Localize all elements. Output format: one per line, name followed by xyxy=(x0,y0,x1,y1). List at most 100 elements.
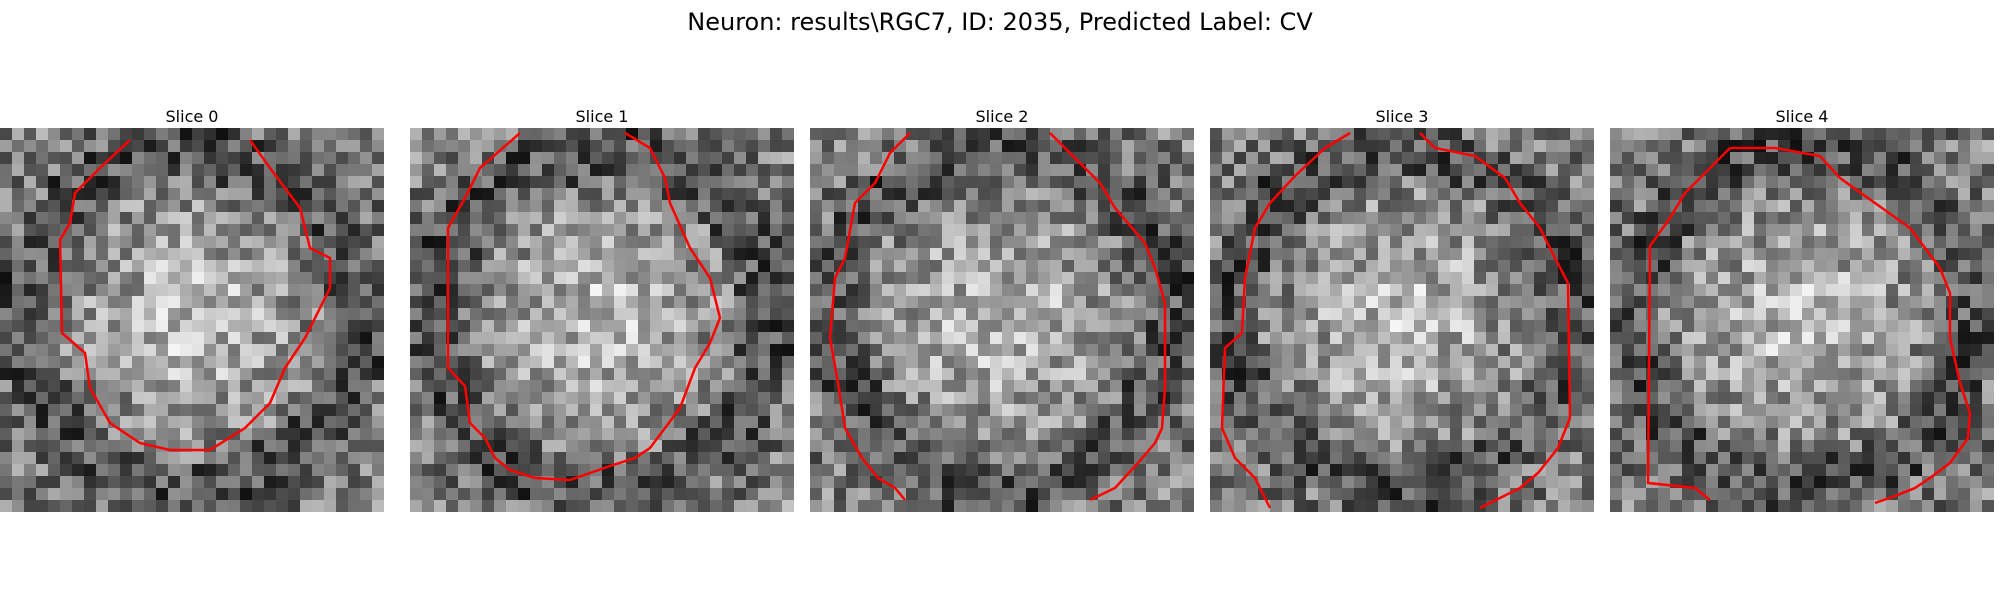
image-pixel xyxy=(36,404,48,416)
image-pixel xyxy=(1778,308,1790,320)
image-pixel xyxy=(132,164,144,176)
image-pixel xyxy=(1222,452,1234,464)
image-pixel xyxy=(554,452,566,464)
image-pixel xyxy=(1222,176,1234,188)
image-pixel xyxy=(1182,416,1194,428)
image-pixel xyxy=(1282,416,1294,428)
image-pixel xyxy=(1342,296,1354,308)
image-pixel xyxy=(590,284,602,296)
image-pixel xyxy=(1766,380,1778,392)
image-pixel xyxy=(494,332,506,344)
image-pixel xyxy=(1342,176,1354,188)
image-pixel xyxy=(372,272,384,284)
image-pixel xyxy=(360,248,372,260)
image-pixel xyxy=(1510,248,1522,260)
image-pixel xyxy=(822,380,834,392)
image-pixel xyxy=(662,404,674,416)
image-pixel xyxy=(1354,272,1366,284)
image-pixel xyxy=(1378,188,1390,200)
image-pixel xyxy=(1294,152,1306,164)
image-pixel xyxy=(1354,392,1366,404)
image-pixel xyxy=(156,428,168,440)
image-pixel xyxy=(1014,296,1026,308)
image-pixel xyxy=(782,332,794,344)
image-pixel xyxy=(954,308,966,320)
image-pixel xyxy=(1234,212,1246,224)
image-pixel xyxy=(1014,128,1026,140)
image-pixel xyxy=(348,236,360,248)
image-pixel xyxy=(554,296,566,308)
image-pixel xyxy=(1002,188,1014,200)
image-pixel xyxy=(1366,140,1378,152)
image-pixel xyxy=(918,416,930,428)
image-pixel xyxy=(1158,212,1170,224)
image-pixel xyxy=(1210,368,1222,380)
image-pixel xyxy=(1510,356,1522,368)
image-pixel xyxy=(1718,416,1730,428)
image-pixel xyxy=(590,140,602,152)
image-pixel xyxy=(1450,284,1462,296)
image-pixel xyxy=(710,200,722,212)
image-pixel xyxy=(1318,392,1330,404)
image-pixel xyxy=(1014,212,1026,224)
image-pixel xyxy=(810,416,822,428)
image-pixel xyxy=(734,140,746,152)
image-pixel xyxy=(1086,236,1098,248)
image-pixel xyxy=(108,464,120,476)
image-pixel xyxy=(1910,212,1922,224)
image-pixel xyxy=(1682,452,1694,464)
image-pixel xyxy=(1014,452,1026,464)
image-pixel xyxy=(542,128,554,140)
image-pixel xyxy=(1086,332,1098,344)
image-pixel xyxy=(1838,248,1850,260)
image-pixel xyxy=(1170,428,1182,440)
image-pixel xyxy=(1098,476,1110,488)
image-pixel xyxy=(458,440,470,452)
image-pixel xyxy=(264,140,276,152)
image-pixel xyxy=(1670,368,1682,380)
image-pixel xyxy=(966,224,978,236)
image-pixel xyxy=(1570,284,1582,296)
image-pixel xyxy=(1958,140,1970,152)
image-pixel xyxy=(1038,188,1050,200)
image-pixel xyxy=(1718,224,1730,236)
image-pixel xyxy=(1766,272,1778,284)
image-pixel xyxy=(192,152,204,164)
image-pixel xyxy=(156,308,168,320)
image-pixel xyxy=(1050,356,1062,368)
image-pixel xyxy=(1802,272,1814,284)
image-pixel xyxy=(1862,320,1874,332)
image-pixel xyxy=(1462,320,1474,332)
image-pixel xyxy=(458,428,470,440)
image-pixel xyxy=(566,356,578,368)
image-pixel xyxy=(1694,356,1706,368)
image-pixel xyxy=(324,500,336,512)
image-pixel xyxy=(978,212,990,224)
image-pixel xyxy=(930,248,942,260)
image-pixel xyxy=(1414,500,1426,512)
image-pixel xyxy=(1378,380,1390,392)
image-pixel xyxy=(1258,320,1270,332)
image-pixel xyxy=(288,212,300,224)
image-pixel xyxy=(1014,476,1026,488)
image-pixel xyxy=(1002,500,1014,512)
image-pixel xyxy=(846,332,858,344)
image-pixel xyxy=(168,236,180,248)
image-pixel xyxy=(566,296,578,308)
image-pixel xyxy=(60,344,72,356)
image-pixel xyxy=(746,128,758,140)
image-pixel xyxy=(746,260,758,272)
image-pixel xyxy=(336,476,348,488)
image-pixel xyxy=(518,212,530,224)
image-pixel xyxy=(1474,188,1486,200)
image-pixel xyxy=(1522,440,1534,452)
image-pixel xyxy=(36,476,48,488)
image-pixel xyxy=(372,320,384,332)
image-pixel xyxy=(494,488,506,500)
image-pixel xyxy=(252,260,264,272)
image-pixel xyxy=(1838,344,1850,356)
image-pixel xyxy=(120,356,132,368)
image-pixel xyxy=(252,128,264,140)
image-pixel xyxy=(494,428,506,440)
image-pixel xyxy=(288,452,300,464)
